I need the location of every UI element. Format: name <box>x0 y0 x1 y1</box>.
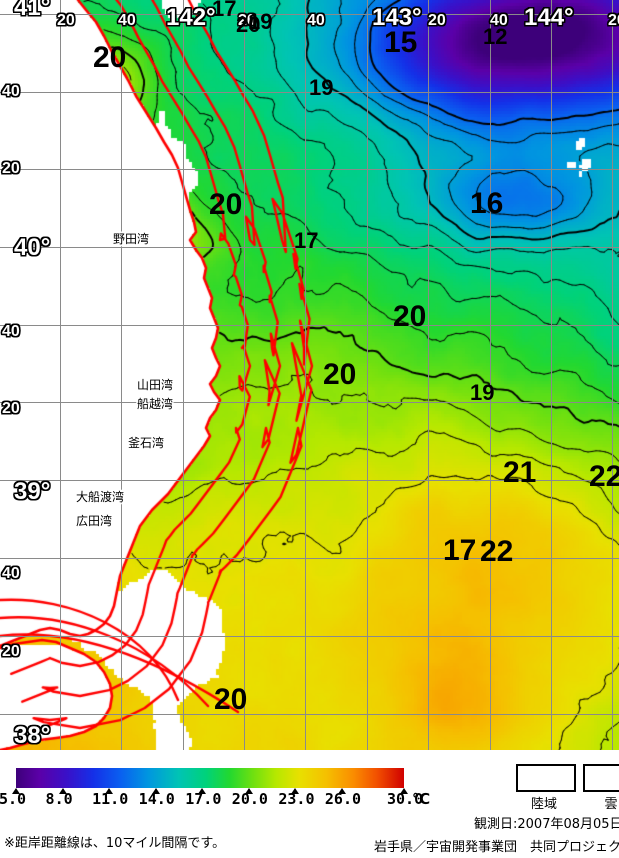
isotherm-label: 19 <box>248 9 273 34</box>
isotherm-label: 21 <box>503 456 537 489</box>
colorbar-tick <box>12 788 20 794</box>
grid-line-horizontal <box>0 480 619 481</box>
longitude-label: 40 <box>118 12 136 29</box>
isotherm-label: 20 <box>236 12 261 37</box>
longitude-label: 143° <box>372 4 422 31</box>
grid-line-vertical <box>490 0 491 750</box>
longitude-label: 40 <box>490 12 508 29</box>
colorbar-tick-label: 17.0 <box>185 790 222 808</box>
project-credit: 岩手県／宇宙開発事業団 共同プロジェクト <box>374 840 619 855</box>
longitude-label: 144° <box>524 4 574 31</box>
colorbar-tick <box>244 788 253 794</box>
footnote-distance-lines: ※距岸距離線は、10マイル間隔です。 <box>4 836 226 851</box>
isotherm-label: 17 <box>294 228 319 253</box>
grid-line-horizontal <box>0 247 619 248</box>
longitude-label: 20 <box>608 12 619 29</box>
grid-line-horizontal <box>0 14 619 15</box>
bay-name-label: 船越湾 <box>137 397 174 411</box>
latitude-label: 20 <box>2 643 20 660</box>
longitude-label: 40 <box>307 12 325 29</box>
colorbar-tick-label: 20.0 <box>231 790 268 808</box>
bay-name-label: 山田湾 <box>137 378 174 392</box>
latitude-label: 40 <box>2 83 20 100</box>
bay-name-label: 大船渡湾 <box>76 490 125 504</box>
latitude-label: 40 <box>2 323 20 340</box>
legend-label-cloud: 雲 <box>604 797 618 812</box>
grid-line-horizontal <box>0 636 619 637</box>
latitude-label: 39° <box>14 478 51 505</box>
latitude-label: 20 <box>2 160 20 177</box>
grid-line-vertical <box>367 0 368 750</box>
grid-line-horizontal <box>0 402 619 403</box>
longitude-label: 20 <box>238 12 256 29</box>
colorbar-unit-label: ℃ <box>412 790 431 808</box>
legend-swatch-cloud <box>583 764 619 792</box>
grid-line-vertical <box>428 0 429 750</box>
colorbar-tick <box>58 788 67 794</box>
colorbar-tick-label: 26.0 <box>324 790 362 808</box>
latitude-label: 38° <box>14 722 51 749</box>
isotherm-label: 19 <box>470 380 495 405</box>
observation-date: 観測日:2007年08月05日 <box>474 817 619 832</box>
legend-panel <box>0 750 619 858</box>
isotherm-label: 20 <box>393 300 427 333</box>
grid-line-vertical <box>612 0 613 750</box>
grid-line-horizontal <box>0 558 619 559</box>
bay-name-label: 釜石湾 <box>128 436 165 450</box>
latitude-label: 40° <box>14 234 51 261</box>
grid-line-horizontal <box>0 169 619 170</box>
isotherm-label: 20 <box>323 358 357 391</box>
colorbar-tick-label: 30.0 <box>387 790 424 808</box>
colorbar-tick <box>291 788 300 794</box>
longitude-label: 20 <box>57 12 75 29</box>
isotherm-label: 15 <box>384 26 418 59</box>
isotherm-label: 22 <box>480 535 514 568</box>
isotherm-label: 12 <box>483 24 508 49</box>
bay-name-label: 野田湾 <box>113 232 150 246</box>
latitude-label: 41° <box>14 0 51 21</box>
colorbar-tick-label: 23.0 <box>278 790 315 808</box>
colorbar-tick-label: 14.0 <box>138 790 175 808</box>
grid-line-horizontal <box>0 714 619 715</box>
colorbar-tick <box>337 788 346 794</box>
isotherm-label: 20 <box>209 188 243 221</box>
colorbar-tick-label: 11.0 <box>92 790 129 808</box>
isotherm-label: 17 <box>443 534 477 567</box>
latitude-label: 40 <box>2 565 20 582</box>
grid-line-vertical <box>551 0 552 750</box>
isotherm-label: 20 <box>214 683 248 716</box>
colorbar-tick <box>198 788 207 794</box>
grid-line-horizontal <box>0 325 619 326</box>
colorbar-tick <box>400 788 408 794</box>
grid-line-vertical <box>60 0 61 750</box>
colorbar-tick-label: 8.0 <box>45 790 73 808</box>
isotherm-label: 20 <box>93 41 127 74</box>
legend-swatch-land <box>516 764 576 792</box>
longitude-label: 142° <box>166 4 216 31</box>
isotherm-label: 22 <box>589 460 619 493</box>
sst-raster-layer <box>0 0 619 750</box>
temperature-colorbar <box>12 768 408 794</box>
grid-line-vertical <box>121 0 122 750</box>
colorbar-gradient <box>16 768 404 788</box>
grid-line-vertical <box>183 0 184 750</box>
colorbar-tick <box>105 788 114 794</box>
colorbar-tick <box>151 788 160 794</box>
isotherm-label: 19 <box>309 75 334 100</box>
sst-map: 142° 143° 144° 20 40 20 40 20 40 20 41° 40 20 40° 40 20… <box>0 0 619 750</box>
legend-label-land: 陸域 <box>530 797 557 812</box>
bay-name-label: 広田湾 <box>76 514 113 528</box>
isotherm-label: 17 <box>212 0 237 21</box>
latitude-label: 20 <box>2 400 20 417</box>
grid-line-vertical <box>305 0 306 750</box>
grid-line-vertical <box>244 0 245 750</box>
colorbar-tick-label: 5.0 <box>0 790 27 808</box>
isotherm-label: 16 <box>470 187 504 220</box>
grid-line-horizontal <box>0 92 619 93</box>
longitude-label: 20 <box>428 12 446 29</box>
